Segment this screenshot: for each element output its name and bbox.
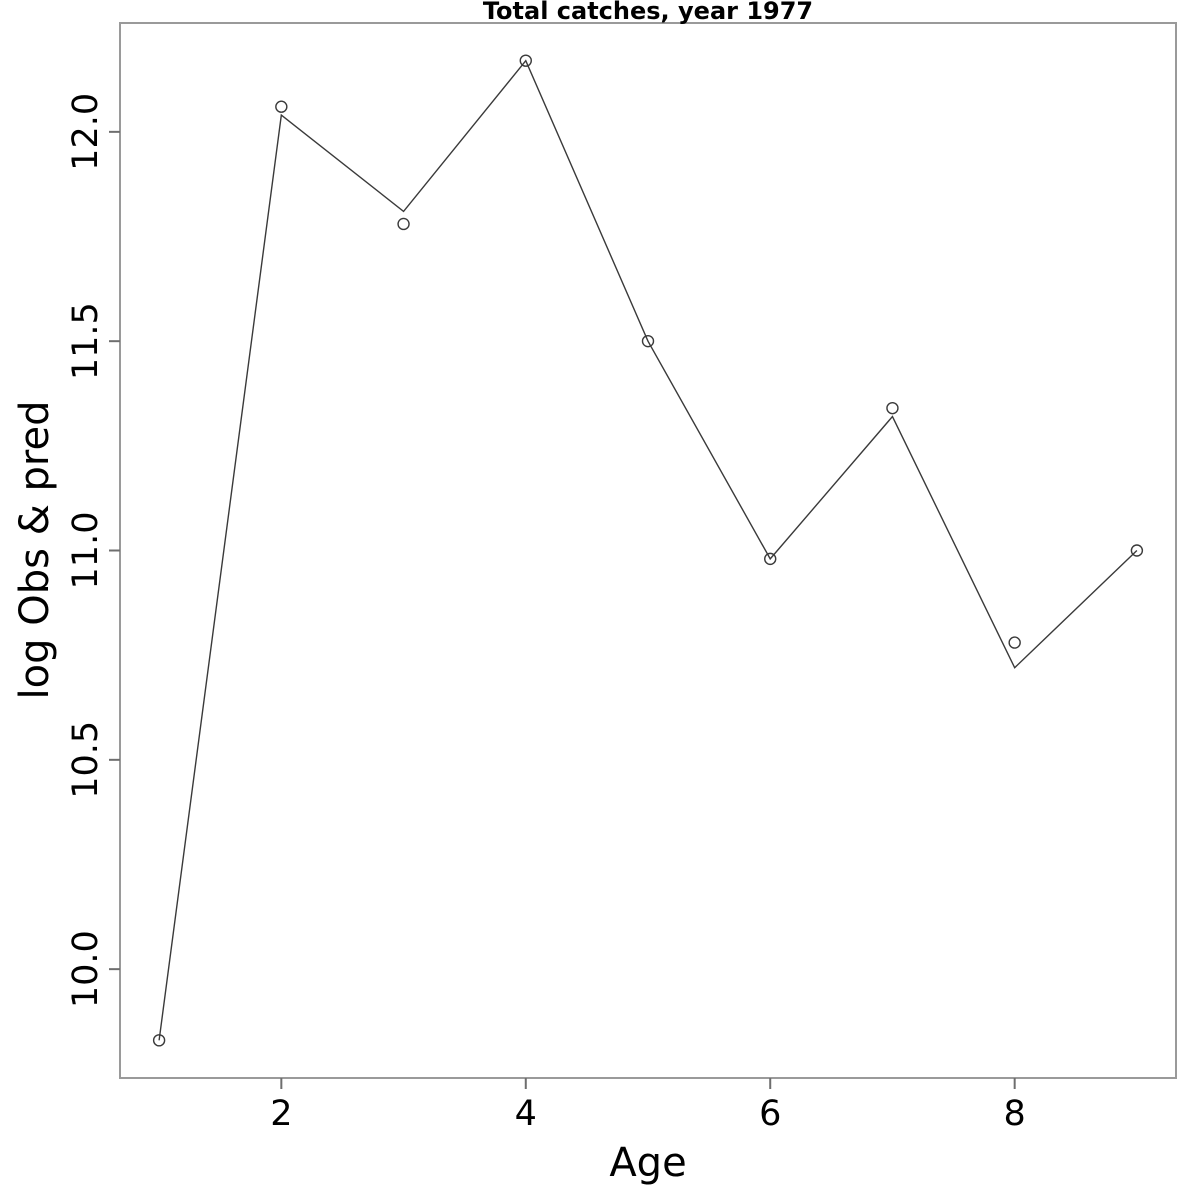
x-tick-label: 8 bbox=[1004, 1094, 1026, 1134]
x-axis-label: Age bbox=[609, 1140, 686, 1186]
y-axis-label: log Obs & pred bbox=[12, 401, 58, 700]
chart-title: Total catches, year 1977 bbox=[483, 0, 813, 25]
y-tick-label: 12.0 bbox=[66, 93, 106, 171]
observed-point-marker bbox=[1008, 636, 1021, 649]
y-tick-label: 10.0 bbox=[66, 930, 106, 1008]
y-tick-label: 11.5 bbox=[66, 302, 106, 380]
plot-area-border bbox=[119, 22, 1177, 1079]
observed-point-marker bbox=[152, 1034, 166, 1047]
x-tick-label: 2 bbox=[270, 1094, 292, 1134]
observed-point-marker bbox=[764, 552, 777, 566]
x-tick-label: 6 bbox=[759, 1094, 781, 1134]
y-tick-label: 11.0 bbox=[66, 512, 106, 590]
x-tick-label: 4 bbox=[515, 1094, 537, 1134]
observed-point-marker bbox=[275, 100, 288, 113]
observed-point-marker bbox=[519, 54, 532, 67]
y-tick-label: 10.5 bbox=[66, 721, 106, 799]
observed-point-marker bbox=[886, 401, 899, 415]
data-series bbox=[152, 54, 1144, 1047]
prediction-line bbox=[158, 59, 1138, 1041]
y-axis: 10.0 10.5 11.0 11.5 12.0 bbox=[66, 93, 120, 1008]
observed-point-marker bbox=[641, 334, 655, 348]
observed-point-marker bbox=[397, 217, 410, 231]
x-axis: 2 4 6 8 bbox=[270, 1078, 1026, 1134]
observed-point-marker bbox=[1130, 544, 1144, 557]
